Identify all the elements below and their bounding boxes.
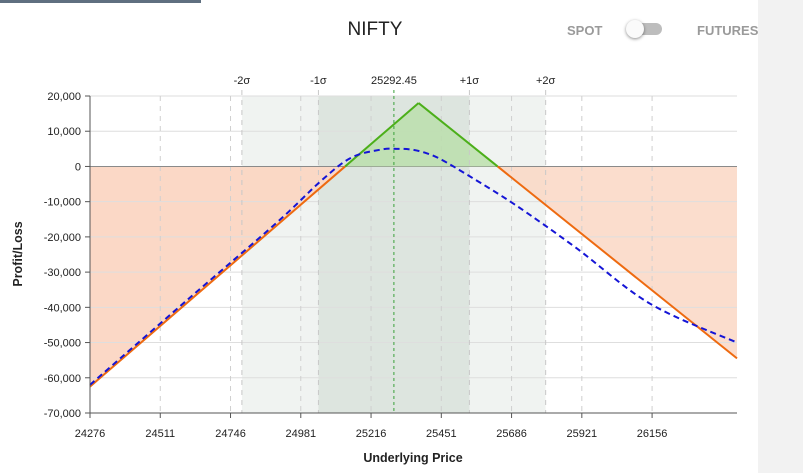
futures-label[interactable]: FUTURES [697, 23, 759, 38]
x-tick-label: 25921 [567, 428, 598, 440]
top-scroll-strip [0, 0, 201, 3]
sigma-label: -1σ [310, 75, 327, 87]
target-day-line [89, 147, 738, 386]
y-tick-label: -70,000 [44, 408, 81, 420]
y-axis-label: Profit/Loss [11, 221, 25, 286]
y-tick-label: -50,000 [44, 338, 81, 350]
x-tick-label: 24746 [215, 428, 246, 440]
y-tick-label: -40,000 [44, 302, 81, 314]
x-axis-label: Underlying Price [363, 451, 462, 465]
y-tick-label: -60,000 [44, 373, 81, 385]
right-side-panel [758, 0, 803, 473]
sigma-label: +1σ [460, 75, 480, 87]
x-tick-label: 25216 [356, 428, 387, 440]
chart-title: NIFTY [347, 19, 403, 40]
spot-label[interactable]: SPOT [567, 23, 603, 38]
sigma-label: -2σ [234, 75, 251, 87]
toggle-knob[interactable] [626, 20, 644, 38]
y-tick-label: 20,000 [47, 91, 81, 103]
x-tick-label: 24276 [75, 428, 106, 440]
profit-zone [345, 103, 498, 167]
x-tick-label: 25451 [426, 428, 457, 440]
x-tick-label: 26156 [637, 428, 668, 440]
y-tick-label: -20,000 [44, 232, 81, 244]
payoff-line-segment [89, 165, 346, 388]
spot-label: 25292.45 [371, 75, 417, 87]
spot-futures-toggle[interactable] [626, 20, 662, 38]
y-tick-label: 10,000 [47, 126, 81, 138]
y-tick-label: 0 [75, 161, 81, 173]
x-tick-label: 24511 [145, 428, 175, 440]
y-tick-label: -10,000 [44, 197, 81, 209]
payoff-line-segment [417, 102, 499, 168]
y-tick-label: -30,000 [44, 267, 81, 279]
x-tick-label: 25686 [496, 428, 527, 440]
sigma-label: +2σ [536, 75, 556, 87]
x-tick-label: 24981 [285, 428, 316, 440]
